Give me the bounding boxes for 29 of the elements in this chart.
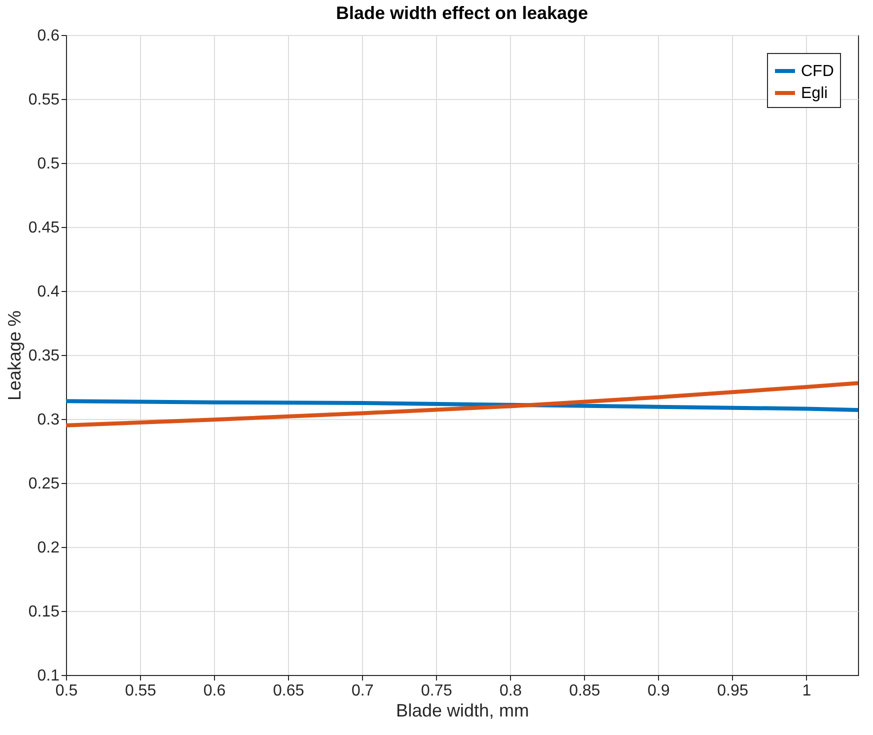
x-tick-label: 0.55: [124, 682, 156, 700]
y-tick-label: 0.45: [28, 220, 60, 236]
legend-label: CFD: [801, 63, 834, 80]
y-tick-label: 0.15: [28, 604, 60, 620]
y-tick-label: 0.6: [37, 28, 60, 44]
y-tick-label: 0.25: [28, 476, 60, 492]
x-axis-title: Blade width, mm: [396, 700, 530, 720]
x-tick-label: 0.5: [55, 682, 78, 700]
y-tick-label: 0.1: [37, 668, 60, 684]
y-tick-label: 0.55: [28, 92, 60, 108]
y-tick-label: 0.3: [37, 412, 60, 428]
y-tick-label: 0.2: [37, 540, 60, 556]
x-tick-label: 0.85: [569, 682, 600, 700]
x-tick-label: 0.95: [717, 682, 748, 700]
x-tick-label: 1: [802, 682, 812, 700]
legend-label: Egli: [801, 85, 828, 102]
x-tick-label: 0.8: [499, 682, 522, 700]
chart-title: Blade width effect on leakage: [336, 3, 588, 23]
x-tick-label: 0.6: [203, 682, 226, 700]
y-tick-label: 0.5: [37, 156, 60, 172]
x-tick-label: 0.65: [272, 682, 304, 700]
y-axis-title: Leakage %: [4, 310, 24, 401]
x-tick-label: 0.75: [421, 682, 452, 700]
line-series: [66, 381, 858, 428]
line-series: [66, 399, 858, 412]
x-tick-label: 0.7: [351, 682, 374, 700]
y-tick-label: 0.4: [37, 284, 60, 300]
y-tick-label: 0.35: [28, 348, 60, 364]
x-tick-label: 0.9: [648, 682, 670, 700]
